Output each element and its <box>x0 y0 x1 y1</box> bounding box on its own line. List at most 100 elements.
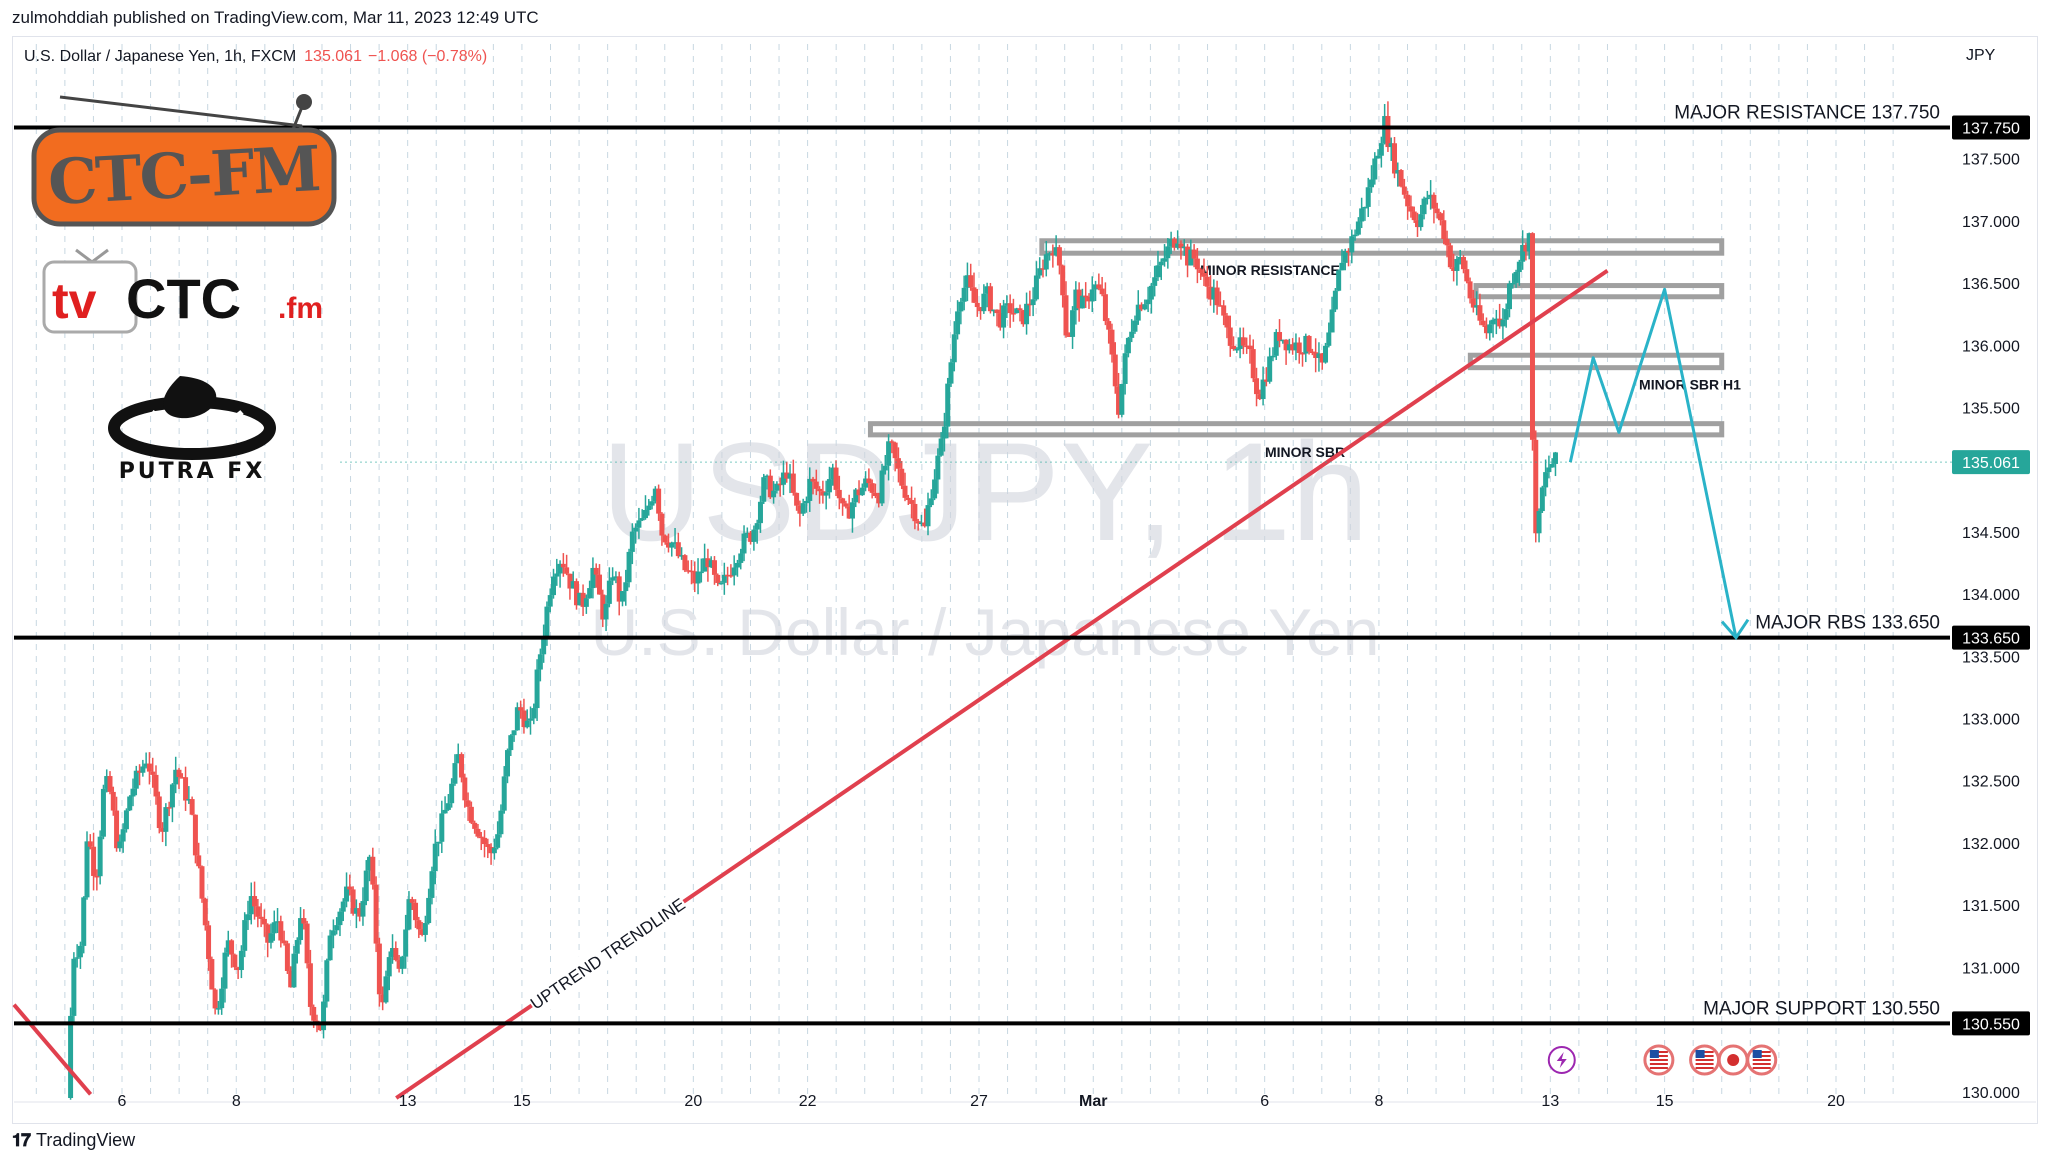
x-tick-label: 20 <box>1827 1093 1845 1110</box>
candle-body <box>698 571 704 574</box>
prior-trendline <box>12 1003 93 1096</box>
y-tick-label: 137.500 <box>1962 152 2020 169</box>
candle-body <box>820 491 826 496</box>
candle-body <box>179 777 185 779</box>
candle-body <box>71 958 77 1016</box>
candle-body <box>606 580 612 604</box>
candle-body <box>107 776 113 792</box>
candle-body <box>403 929 409 957</box>
candle-body <box>1129 331 1135 338</box>
candle-body <box>396 960 402 969</box>
candle-body <box>570 581 576 589</box>
candle-body <box>1500 319 1506 327</box>
candle-body <box>1142 304 1148 310</box>
candle-body <box>311 1006 317 1021</box>
tvctc-logo-ctc: CTC <box>126 267 241 330</box>
level-label: MAJOR RBS 133.650 <box>1755 613 1940 634</box>
candle-body <box>1326 332 1332 346</box>
x-tick-label: 8 <box>232 1093 241 1110</box>
time-axis: 6 8 13 15 20 22 27 Mar 6 8 13 15 20 <box>14 1093 2036 1110</box>
candle-body <box>679 555 685 557</box>
candle-body <box>1411 211 1417 221</box>
candle-body <box>541 636 547 655</box>
candle-body <box>1336 270 1342 291</box>
candle-body <box>718 582 724 585</box>
candle-body <box>301 918 307 924</box>
publication-line: zulmohddiah published on TradingView.com… <box>12 8 539 27</box>
candle-body <box>708 560 714 568</box>
candle-body <box>1106 321 1112 330</box>
candle-body <box>511 730 517 736</box>
candle-body <box>278 921 284 941</box>
candle-body <box>189 799 195 815</box>
candle-body <box>675 542 681 557</box>
candle-body <box>560 563 566 568</box>
candle-body <box>741 533 747 554</box>
candle-body <box>1388 143 1394 148</box>
candle-body <box>692 571 698 584</box>
candle-body <box>613 576 619 578</box>
candle-body <box>1283 339 1289 351</box>
candle-body <box>367 856 373 871</box>
candle-body <box>1201 273 1207 277</box>
candle-body <box>327 935 333 961</box>
candle-body <box>564 567 570 574</box>
candle-body <box>882 465 888 471</box>
candle-body <box>1483 325 1489 334</box>
candle-body <box>1221 305 1227 316</box>
y-tick-label: 137.000 <box>1962 214 2020 231</box>
candle-body <box>468 806 474 823</box>
candle-body <box>702 558 708 572</box>
candle-body <box>498 810 504 835</box>
candle-body <box>288 970 294 988</box>
putra-fx-logo: PUTRA FX <box>108 376 276 484</box>
candle-body <box>222 952 228 989</box>
candle-body <box>1073 289 1079 311</box>
candle-body <box>1152 277 1158 286</box>
candle-body <box>830 467 836 480</box>
candle-body <box>869 483 875 493</box>
y-tick-label: 132.500 <box>1962 774 2020 791</box>
candle-body <box>166 807 172 809</box>
candle-body <box>1277 332 1283 341</box>
candle-body <box>1408 206 1414 212</box>
candle-body <box>252 896 258 907</box>
candle-body <box>721 574 727 583</box>
candle-body <box>1362 206 1368 209</box>
candle-body <box>475 828 481 837</box>
candle-body <box>1007 303 1013 314</box>
tvctc-fm-logo: tv CTC .fm <box>42 248 323 334</box>
candle-body <box>587 588 593 599</box>
candle-body <box>1056 247 1062 266</box>
candle-body <box>399 956 405 969</box>
candle-body <box>1474 305 1480 308</box>
candle-body <box>544 606 550 637</box>
candle-body <box>120 829 126 842</box>
candle-body <box>413 902 419 921</box>
watermark-ticker: USDJPY, 1h <box>601 413 1369 570</box>
candle-body <box>117 841 123 849</box>
candle-body <box>321 1001 327 1031</box>
candle-body <box>1178 243 1184 249</box>
candle-body <box>1155 265 1161 278</box>
candle-body <box>1132 320 1138 332</box>
candle-body <box>817 488 823 492</box>
candle-body <box>1043 254 1049 270</box>
candle-body <box>590 567 596 589</box>
candle-body <box>725 574 731 577</box>
tvctc-logo-tv: tv <box>52 273 97 329</box>
candle-body <box>1066 335 1072 337</box>
candle-body <box>373 884 379 944</box>
candle-body <box>577 592 583 606</box>
tradingview-footer[interactable]: 𝟏𝟕 TradingView <box>12 1130 135 1151</box>
candle-body <box>445 803 451 810</box>
candle-body <box>1037 268 1043 276</box>
candle-body <box>206 925 212 960</box>
candle-body <box>669 542 675 548</box>
candle-body <box>794 492 800 506</box>
symbol-name: U.S. Dollar / Japanese Yen, 1h, FXCM <box>24 48 297 65</box>
candle-body <box>1309 351 1315 354</box>
candle-body <box>1194 258 1200 270</box>
candle-body <box>1224 315 1230 328</box>
